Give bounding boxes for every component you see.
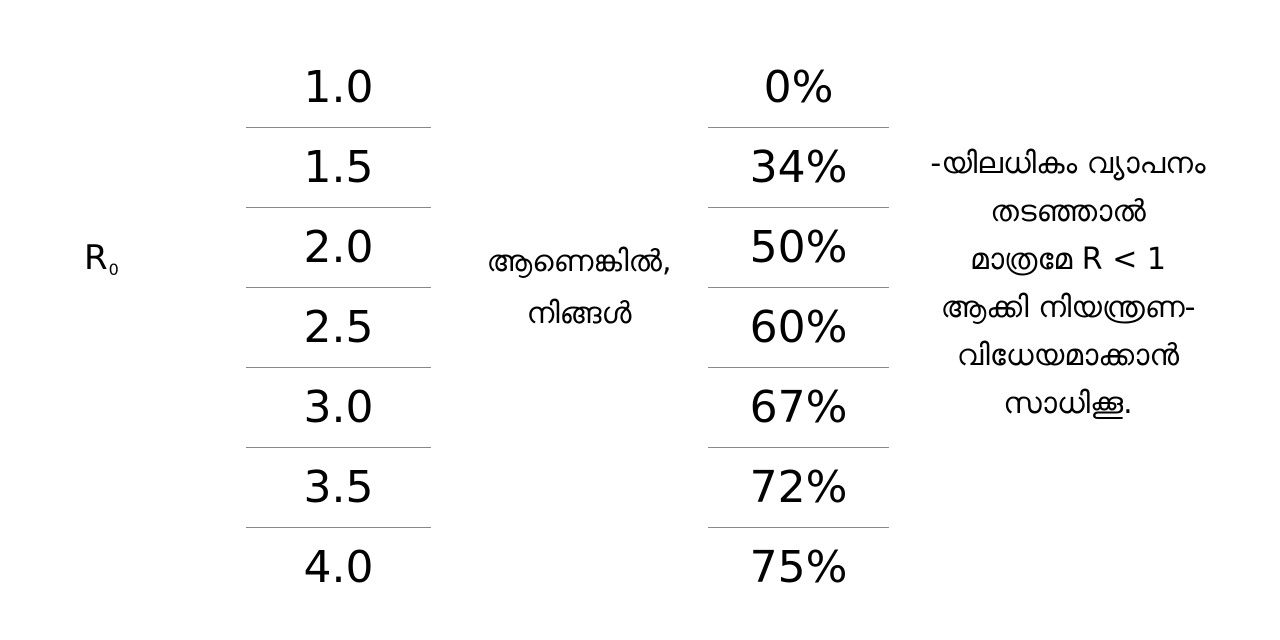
r0-label: R0 (84, 238, 119, 290)
percentage-cell: 0% (708, 48, 889, 128)
right-text-line: ആക്കി നിയന്ത്രണ- (940, 290, 1196, 325)
percentage-cell: 75% (749, 542, 848, 593)
percentage-cell: 72% (708, 448, 889, 528)
middle-text: ആണെങ്കിൽ, നിങ്ങൾ (448, 236, 710, 340)
percentage-cell: 50% (708, 208, 889, 288)
percentage-cell: 60% (708, 288, 889, 368)
r0-symbol: R (84, 238, 108, 278)
right-text-line: സാധിക്കൂ. (1003, 386, 1133, 421)
right-text-line: മാത്രമേ R < 1 (970, 242, 1166, 277)
r-value-cell: 1.0 (246, 48, 431, 128)
middle-text-line: നിങ്ങൾ (526, 296, 632, 331)
r-value-cell: 2.5 (246, 288, 431, 368)
right-text: -യിലധികം വ്യാപനം തടഞ്ഞാൽ മാത്രമേ R < 1 ആ… (884, 140, 1252, 428)
r0-subscript: 0 (108, 260, 119, 279)
right-text-line: വിധേയമാക്കാൻ (956, 338, 1180, 373)
middle-text-line: ആണെങ്കിൽ, (486, 244, 672, 279)
percentage-cell: 34% (708, 128, 889, 208)
r-values-column: 1.0 1.5 2.0 2.5 3.0 3.5 4.0 (246, 48, 431, 607)
r-value-cell: 3.5 (246, 448, 431, 528)
r-value-cell: 4.0 (303, 542, 374, 593)
r-value-cell: 3.0 (246, 368, 431, 448)
r-value-cell: 1.5 (246, 128, 431, 208)
percentage-cell: 67% (708, 368, 889, 448)
right-text-line: -യിലധികം വ്യാപനം (930, 146, 1206, 181)
percentage-column: 0% 34% 50% 60% 67% 72% 75% (708, 48, 889, 607)
r-value-cell: 2.0 (246, 208, 431, 288)
right-text-line: തടഞ്ഞാൽ (990, 194, 1146, 229)
